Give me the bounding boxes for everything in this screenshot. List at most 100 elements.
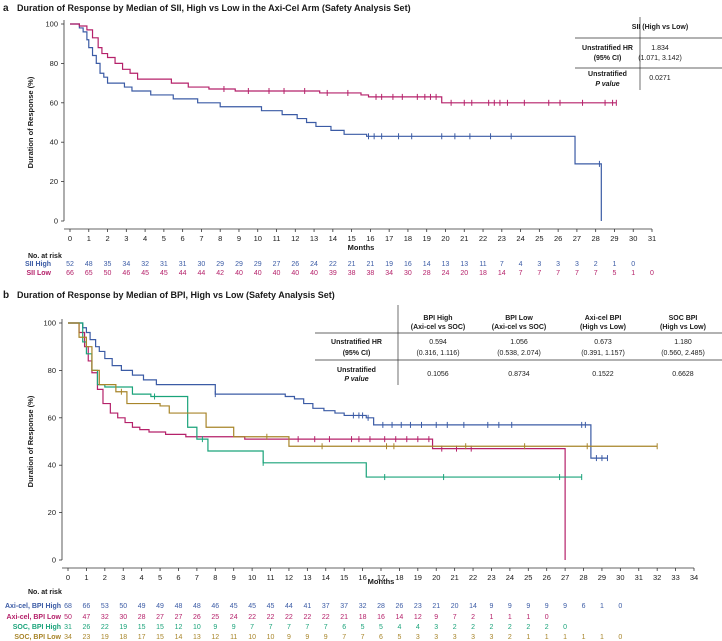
at-risk-count: 3 bbox=[537, 261, 541, 268]
at-risk-label: SII High bbox=[25, 261, 51, 268]
at-risk-count: 32 bbox=[101, 614, 109, 621]
at-risk-count: 39 bbox=[329, 270, 337, 277]
table-p-label: Unstratified bbox=[337, 367, 376, 374]
at-risk-count: 3 bbox=[556, 261, 560, 268]
y-tick-label: 20 bbox=[50, 177, 58, 186]
at-risk-count: 35 bbox=[104, 261, 112, 268]
at-risk-count: 0 bbox=[563, 624, 567, 631]
at-risk-count: 50 bbox=[119, 603, 127, 610]
at-risk-count: 53 bbox=[101, 603, 109, 610]
at-risk-count: 45 bbox=[230, 603, 238, 610]
at-risk-count: 30 bbox=[198, 261, 206, 268]
at-risk-count: 32 bbox=[359, 603, 367, 610]
at-risk-count: 7 bbox=[594, 270, 598, 277]
at-risk-count: 31 bbox=[160, 261, 168, 268]
at-risk-count: 11 bbox=[479, 261, 486, 268]
at-risk-count: 2 bbox=[508, 624, 512, 631]
x-tick-label: 2 bbox=[103, 573, 107, 582]
at-risk-count: 16 bbox=[404, 261, 412, 268]
x-tick-label: 11 bbox=[273, 234, 281, 243]
at-risk-count: 7 bbox=[556, 270, 560, 277]
x-tick-label: 18 bbox=[395, 573, 403, 582]
at-risk-count: 6 bbox=[582, 603, 586, 610]
table-col-title: BPI High bbox=[423, 315, 452, 322]
at-risk-count: 5 bbox=[361, 624, 365, 631]
x-tick-label: 7 bbox=[199, 234, 203, 243]
at-risk-count: 22 bbox=[322, 614, 330, 621]
at-risk-count: 40 bbox=[273, 270, 281, 277]
at-risk-count: 11 bbox=[230, 634, 237, 641]
at-risk-count: 1 bbox=[612, 261, 616, 268]
at-risk-count: 0 bbox=[618, 603, 622, 610]
x-tick-label: 17 bbox=[377, 573, 385, 582]
at-risk-count: 28 bbox=[423, 270, 431, 277]
x-tick-label: 34 bbox=[690, 573, 698, 582]
at-risk-count: 2 bbox=[526, 624, 530, 631]
at-risk-count: 13 bbox=[460, 261, 468, 268]
x-tick-label: 16 bbox=[358, 573, 366, 582]
at-risk-count: 7 bbox=[453, 614, 457, 621]
x-tick-label: 25 bbox=[535, 234, 543, 243]
x-tick-label: 10 bbox=[248, 573, 256, 582]
x-tick-label: 21 bbox=[450, 573, 458, 582]
x-tick-label: 8 bbox=[213, 573, 217, 582]
x-tick-label: 1 bbox=[84, 573, 88, 582]
y-tick-label: 40 bbox=[50, 138, 58, 147]
table-ci-value: (1.071, 3.142) bbox=[638, 55, 682, 62]
at-risk-count: 7 bbox=[575, 270, 579, 277]
x-tick-label: 20 bbox=[432, 573, 440, 582]
at-risk-count: 14 bbox=[396, 614, 404, 621]
x-tick-label: 11 bbox=[267, 573, 275, 582]
x-tick-label: 15 bbox=[340, 573, 348, 582]
x-tick-label: 8 bbox=[218, 234, 222, 243]
at-risk-count: 9 bbox=[324, 634, 328, 641]
at-risk-count: 5 bbox=[397, 634, 401, 641]
x-tick-label: 2 bbox=[105, 234, 109, 243]
x-tick-label: 17 bbox=[385, 234, 393, 243]
x-tick-label: 28 bbox=[579, 573, 587, 582]
at-risk-count: 15 bbox=[156, 634, 164, 641]
at-risk-count: 50 bbox=[64, 614, 72, 621]
at-risk-count: 37 bbox=[322, 603, 330, 610]
x-tick-label: 9 bbox=[232, 573, 236, 582]
at-risk-count: 30 bbox=[404, 270, 412, 277]
at-risk-count: 46 bbox=[122, 270, 130, 277]
at-risk-count: 21 bbox=[340, 614, 348, 621]
table-col-subtitle: (High vs Low) bbox=[660, 324, 706, 331]
x-tick-label: 12 bbox=[285, 573, 293, 582]
x-tick-label: 24 bbox=[506, 573, 514, 582]
at-risk-count: 9 bbox=[232, 624, 236, 631]
x-tick-label: 14 bbox=[322, 573, 330, 582]
x-tick-label: 9 bbox=[237, 234, 241, 243]
at-risk-count: 44 bbox=[198, 270, 206, 277]
x-tick-label: 31 bbox=[635, 573, 643, 582]
at-risk-count: 9 bbox=[508, 603, 512, 610]
at-risk-count: 29 bbox=[254, 261, 262, 268]
at-risk-count: 10 bbox=[248, 634, 256, 641]
x-tick-label: 0 bbox=[68, 234, 72, 243]
at-risk-count: 2 bbox=[471, 614, 475, 621]
at-risk-count: 1 bbox=[600, 603, 604, 610]
at-risk-count: 2 bbox=[471, 624, 475, 631]
at-risk-count: 38 bbox=[348, 270, 356, 277]
at-risk-count: 19 bbox=[385, 261, 393, 268]
at-risk-count: 3 bbox=[471, 634, 475, 641]
y-tick-label: 100 bbox=[43, 319, 56, 328]
at-risk-count: 28 bbox=[138, 614, 146, 621]
x-tick-label: 27 bbox=[561, 573, 569, 582]
y-axis-title: Duration of Response (%) bbox=[26, 395, 35, 487]
x-tick-label: 22 bbox=[479, 234, 487, 243]
at-risk-count: 19 bbox=[101, 634, 109, 641]
at-risk-count: 21 bbox=[348, 261, 356, 268]
at-risk-count: 3 bbox=[453, 634, 457, 641]
at-risk-count: 34 bbox=[64, 634, 72, 641]
at-risk-count: 10 bbox=[267, 634, 275, 641]
at-risk-count: 26 bbox=[396, 603, 404, 610]
at-risk-count: 28 bbox=[377, 603, 385, 610]
at-risk-count: 1 bbox=[545, 634, 549, 641]
table-ci-value: (0.391, 1.157) bbox=[581, 350, 625, 357]
at-risk-count: 46 bbox=[211, 603, 219, 610]
table-ci-value: (0.538, 2.074) bbox=[497, 350, 541, 357]
at-risk-count: 25 bbox=[211, 614, 219, 621]
at-risk-count: 18 bbox=[479, 270, 487, 277]
